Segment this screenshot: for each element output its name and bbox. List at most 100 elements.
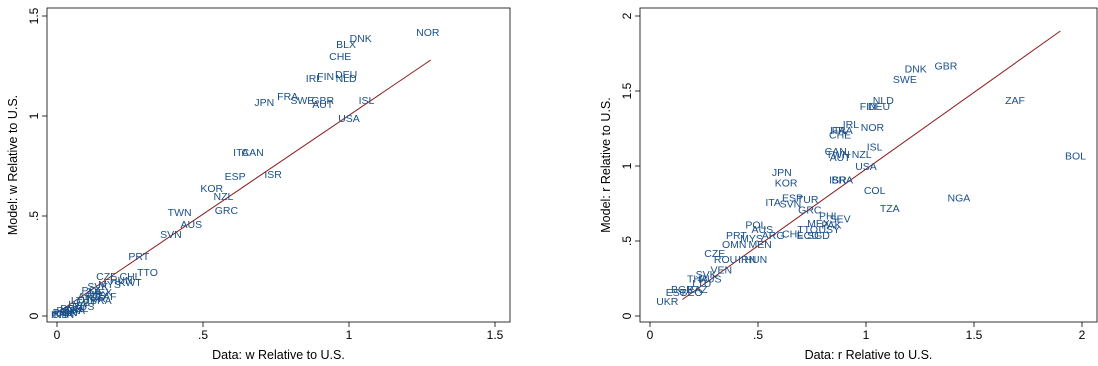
point-label-aus: AUS bbox=[181, 219, 203, 231]
y-tick-label: 1.5 bbox=[27, 7, 41, 24]
point-label-rom: ROM bbox=[56, 305, 81, 317]
point-label-can: CAN bbox=[242, 147, 264, 159]
point-label-fin: FIN bbox=[860, 101, 877, 113]
point-label-mex: MEX bbox=[807, 218, 830, 230]
point-label-bol: BOL bbox=[1065, 151, 1086, 163]
panel-r: 0 .5 1 1.5 2 0 .5 1 1.5 2 Data: r Relative to U.S.… bbox=[599, 7, 1098, 362]
point-label-rou: ROU bbox=[714, 254, 737, 266]
point-label-swe: SWE bbox=[290, 95, 314, 107]
y-tick-label: 0 bbox=[620, 312, 634, 319]
plot-frame bbox=[46, 7, 511, 323]
y-tick-label: 1 bbox=[27, 112, 41, 119]
point-label-men: MEN bbox=[748, 239, 771, 251]
y-tick-label: 1 bbox=[620, 162, 634, 169]
point-label-tto: TTO bbox=[797, 224, 818, 236]
point-label-aut: AUT bbox=[312, 99, 334, 111]
point-label-tha: THA bbox=[64, 305, 85, 317]
point-label-bra: BRA bbox=[90, 295, 112, 307]
point-label-phl: PHL bbox=[819, 211, 840, 223]
point-label-twn: TWN bbox=[168, 207, 192, 219]
point-label-usa: USA bbox=[338, 113, 360, 125]
point-label-irl: IRL bbox=[306, 73, 323, 85]
point-label-pol: POL bbox=[745, 220, 766, 232]
point-label-blx: BLX bbox=[336, 39, 356, 51]
x-tick-label: 0 bbox=[54, 328, 61, 342]
point-label-tza: TZA bbox=[880, 203, 900, 215]
panel-w: 0 .5 1 1.5 0 .5 1 1.5 Data: w Relative to U.S. Mo… bbox=[6, 7, 511, 362]
point-label-nzl: NZL bbox=[852, 149, 872, 161]
point-label-deu: DEU bbox=[868, 101, 890, 113]
point-label-nzl: NZL bbox=[214, 191, 234, 203]
point-label-arg: ARG bbox=[762, 230, 785, 242]
x-tick-label: 0 bbox=[647, 328, 654, 342]
point-label-rus: RUS bbox=[72, 301, 94, 313]
point-label-bra: BRA bbox=[831, 175, 853, 187]
point-label-idn: IDN bbox=[60, 307, 78, 319]
point-label-can: CAN bbox=[825, 146, 847, 158]
point-label-svn: SVN bbox=[160, 229, 182, 241]
point-label-isl: ISL bbox=[359, 95, 375, 107]
point-label-aut: AUT bbox=[830, 152, 852, 164]
point-label-usa: USA bbox=[855, 161, 877, 173]
x-tick-label: 1 bbox=[863, 328, 870, 342]
point-label-cze: CZE bbox=[704, 248, 725, 260]
point-label-phl: PHL bbox=[53, 307, 74, 319]
point-label-ita: ITA bbox=[233, 147, 249, 159]
point-label-chl: CHL bbox=[782, 229, 803, 241]
point-label-mys: MYS bbox=[740, 233, 763, 245]
point-label-fra: FRA bbox=[832, 125, 853, 137]
y-axis-title: Model: r Relative to U.S. bbox=[599, 97, 613, 232]
point-label-sgd: SGD bbox=[807, 230, 830, 242]
point-label-isr: ISR bbox=[264, 169, 282, 181]
point-label-rus: RUS bbox=[699, 274, 721, 286]
point-label-bgr: BGR bbox=[60, 303, 83, 315]
point-label-bgr: BGR bbox=[671, 284, 694, 296]
y-tick-label: .5 bbox=[620, 236, 634, 246]
point-label-mex: MEX bbox=[89, 287, 112, 299]
point-label-kor: KOR bbox=[200, 183, 223, 195]
point-label-nor: NOR bbox=[416, 27, 440, 39]
point-label-grc: GRC bbox=[798, 205, 822, 217]
point-label-isl: ISL bbox=[867, 142, 883, 154]
fit-line bbox=[56, 59, 432, 314]
y-tick-label: .5 bbox=[27, 211, 41, 221]
point-label-irl: IRL bbox=[843, 119, 860, 131]
point-label-jpn: JPN bbox=[254, 97, 274, 109]
point-label-prt: PRT bbox=[726, 230, 747, 242]
point-label-gbr: GBR bbox=[935, 61, 958, 73]
point-label-aus: AUS bbox=[752, 224, 774, 236]
point-label-ltu: LTU bbox=[71, 295, 90, 307]
point-label-ita: ITA bbox=[830, 125, 846, 137]
point-label-svk: SVK bbox=[87, 281, 108, 293]
point-label-dnk: DNK bbox=[350, 33, 372, 45]
point-label-kor: KOR bbox=[775, 178, 798, 190]
y-tick-label: 1.5 bbox=[620, 82, 634, 99]
point-label-ury: URY bbox=[87, 289, 109, 301]
point-label-zaf: ZAF bbox=[1005, 95, 1025, 107]
point-label-col: COL bbox=[864, 185, 886, 197]
point-label-col: COL bbox=[67, 303, 89, 315]
x-tick-label: 1 bbox=[346, 328, 353, 342]
point-label-ven: VEN bbox=[710, 265, 732, 277]
fit-line bbox=[682, 30, 1061, 300]
point-label-omn: OMN bbox=[722, 239, 747, 251]
point-label-est: EST bbox=[666, 287, 687, 299]
point-label-tur: TUR bbox=[84, 293, 106, 305]
point-label-hun: HUN bbox=[744, 254, 767, 266]
point-label-che: CHE bbox=[829, 130, 851, 142]
point-label-esp: ESP bbox=[225, 171, 246, 183]
x-tick-label: .5 bbox=[753, 328, 763, 342]
point-label-hun: HUN bbox=[110, 275, 133, 287]
x-tick-label: 2 bbox=[1079, 328, 1086, 342]
point-label-svn: SVN bbox=[780, 199, 802, 211]
point-label-tur: TUR bbox=[797, 194, 819, 206]
point-label-chl: CHL bbox=[119, 271, 140, 283]
point-label-ita: ITA bbox=[765, 197, 781, 209]
point-label-sev: SEV bbox=[830, 214, 851, 226]
point-label-usy: USY bbox=[818, 224, 840, 236]
point-label-isr: ISR bbox=[829, 175, 847, 187]
point-label-arg: ARG bbox=[78, 291, 101, 303]
point-label-prt: PRT bbox=[128, 251, 149, 263]
x-tick-label: .5 bbox=[198, 328, 208, 342]
